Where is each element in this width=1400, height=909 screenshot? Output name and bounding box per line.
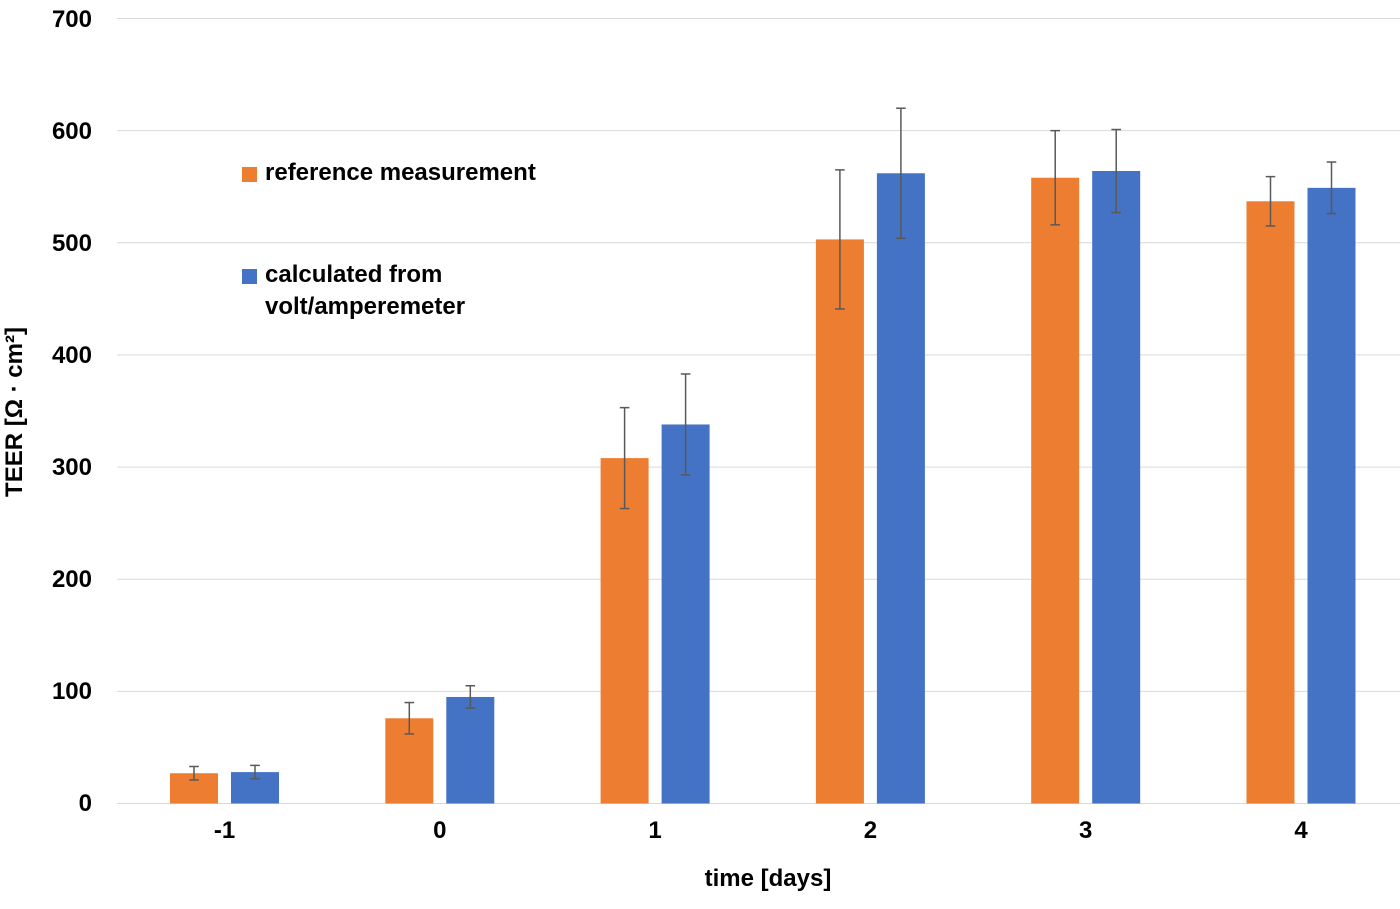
svg-text:300: 300 [52, 454, 92, 481]
svg-text:TEER [Ω · cm²]: TEER [Ω · cm²] [1, 327, 28, 497]
svg-text:2: 2 [864, 817, 877, 844]
svg-text:500: 500 [52, 230, 92, 257]
svg-text:1: 1 [648, 817, 661, 844]
svg-text:3: 3 [1079, 817, 1092, 844]
svg-text:600: 600 [52, 118, 92, 145]
svg-text:100: 100 [52, 678, 92, 705]
svg-text:volt/amperemeter: volt/amperemeter [265, 293, 465, 320]
svg-text:-1: -1 [214, 817, 235, 844]
svg-text:400: 400 [52, 342, 92, 369]
svg-text:200: 200 [52, 566, 92, 593]
svg-text:calculated from: calculated from [265, 261, 442, 288]
svg-text:time [days]: time [days] [705, 865, 832, 892]
svg-text:700: 700 [52, 6, 92, 33]
svg-text:0: 0 [433, 817, 446, 844]
svg-text:0: 0 [79, 790, 92, 817]
svg-text:4: 4 [1294, 817, 1308, 844]
svg-text:reference measurement: reference measurement [265, 159, 536, 186]
